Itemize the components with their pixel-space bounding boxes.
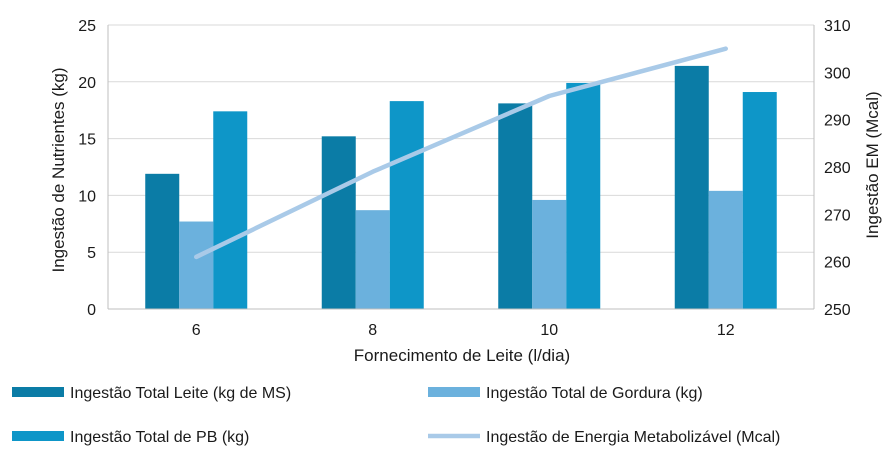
legend-swatch — [12, 387, 64, 397]
bar — [321, 136, 356, 309]
legend-label: Ingestão Total de Gordura (kg) — [486, 385, 703, 402]
y2-tick-label: 250 — [824, 302, 851, 319]
bar — [742, 92, 777, 309]
bar — [213, 111, 248, 309]
bar — [355, 210, 390, 309]
bar — [708, 190, 743, 309]
x-tick-label: 10 — [540, 322, 558, 339]
left-axis-title: Ingestão de Nutrientes (kg) — [49, 67, 68, 272]
bar — [389, 101, 424, 309]
right-axis-ticks: 250 260 270 280 290 300 310 — [824, 18, 851, 319]
y-tick-label: 20 — [78, 75, 96, 92]
x-axis-title: Fornecimento de Leite (l/dia) — [354, 346, 570, 365]
line-series — [194, 46, 728, 260]
legend: Ingestão Total Leite (kg de MS) Ingestão … — [12, 385, 780, 446]
legend-label: Ingestão de Energia Metabolizável (Mcal) — [486, 429, 780, 446]
legend-swatch — [12, 431, 64, 441]
y-tick-label: 15 — [78, 132, 96, 149]
y2-tick-label: 280 — [824, 160, 851, 177]
bar — [179, 221, 214, 309]
x-tick-label: 8 — [368, 322, 377, 339]
bar-marks — [145, 65, 777, 310]
y-tick-label: 0 — [87, 302, 96, 319]
y-tick-label: 25 — [78, 18, 96, 35]
legend-swatch — [428, 387, 480, 397]
bar — [566, 82, 601, 309]
x-tick-label: 12 — [717, 322, 735, 339]
legend-label: Ingestão Total Leite (kg de MS) — [70, 385, 291, 402]
y2-tick-label: 300 — [824, 65, 851, 82]
bar — [498, 103, 533, 309]
right-axis-title: Ingestão EM (Mcal) — [863, 91, 882, 238]
axes — [107, 25, 815, 310]
y-tick-label: 5 — [87, 245, 96, 262]
x-axis-ticks: 6 8 10 12 — [192, 322, 735, 339]
legend-label: Ingestão Total de PB (kg) — [70, 429, 249, 446]
y2-tick-label: 310 — [824, 18, 851, 35]
line-path — [194, 46, 728, 260]
x-tick-label: 6 — [192, 322, 201, 339]
y2-tick-label: 290 — [824, 113, 851, 130]
y2-tick-label: 260 — [824, 255, 851, 272]
y2-tick-label: 270 — [824, 207, 851, 224]
y-tick-label: 10 — [78, 188, 96, 205]
bar — [145, 173, 180, 309]
bar — [674, 65, 709, 310]
left-axis-ticks: 0 5 10 15 20 25 — [78, 18, 96, 319]
bar — [532, 199, 567, 309]
